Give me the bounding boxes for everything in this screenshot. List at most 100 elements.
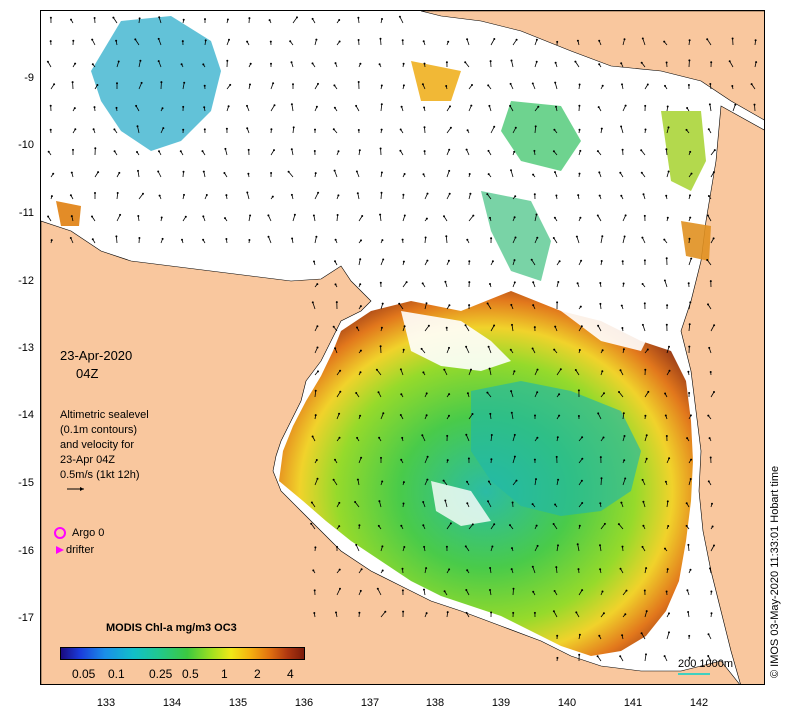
velocity-arrow-head <box>317 370 319 373</box>
velocity-arrow-head <box>398 302 401 305</box>
velocity-arrow-head <box>667 126 670 129</box>
velocity-arrow-head <box>555 566 558 569</box>
velocity-arrow-head <box>335 301 338 304</box>
velocity-arrow <box>644 391 649 398</box>
velocity-arrow-head <box>532 173 535 176</box>
velocity-arrow-head <box>427 324 430 327</box>
velocity-arrow <box>597 325 602 332</box>
velocity-arrow-head <box>332 325 335 328</box>
velocity-arrow-head <box>531 503 534 506</box>
velocity-arrow-head <box>444 499 447 502</box>
velocity-arrow-head <box>421 434 424 437</box>
velocity-arrow-head <box>488 104 491 107</box>
velocity-arrow-head <box>554 61 557 64</box>
velocity-arrow-head <box>401 567 404 570</box>
velocity-arrow-head <box>161 237 164 240</box>
velocity-arrow-head <box>399 414 402 416</box>
velocity-arrow-head <box>229 83 232 86</box>
velocity-arrow-head <box>468 304 471 307</box>
velocity-arrow-head <box>689 414 692 417</box>
velocity-arrow-head <box>448 169 451 172</box>
velocity-arrow-head <box>201 150 204 153</box>
velocity-arrow-head <box>552 237 555 239</box>
velocity-arrow-head <box>400 105 403 108</box>
velocity-arrow-head <box>382 258 385 261</box>
velocity-arrow-head <box>313 589 316 592</box>
velocity-arrow-head <box>377 391 380 394</box>
velocity-arrow <box>620 126 624 134</box>
velocity-arrow-head <box>402 610 405 613</box>
velocity-arrow <box>688 258 692 266</box>
velocity-arrow-head <box>465 611 468 614</box>
velocity-arrow <box>688 478 692 486</box>
velocity-arrow-head <box>620 501 623 504</box>
velocity-arrow-head <box>553 128 556 131</box>
velocity-arrow-head <box>624 477 627 480</box>
velocity-arrow-head <box>601 590 604 593</box>
velocity-arrow-head <box>644 128 647 131</box>
velocity-arrow-head <box>510 59 513 62</box>
velocity-arrow <box>622 236 625 244</box>
velocity-arrow-head <box>580 259 583 262</box>
velocity-arrow-head <box>509 524 511 527</box>
velocity-arrow-head <box>598 63 601 66</box>
velocity-arrow <box>640 149 646 156</box>
velocity-arrow-head <box>707 414 710 417</box>
velocity-arrow-head <box>471 84 473 86</box>
velocity-arrow-head <box>314 128 316 131</box>
velocity-arrow-head <box>267 235 270 238</box>
velocity-arrow-head <box>688 392 691 394</box>
velocity-arrow-head <box>710 612 713 615</box>
velocity-arrow-head <box>601 235 604 238</box>
velocity-arrow-head <box>663 655 666 658</box>
drifter-marker-icon <box>56 546 64 554</box>
velocity-arrow <box>288 171 294 178</box>
x-tick-label: 133 <box>96 697 116 709</box>
velocity-arrow <box>465 346 470 354</box>
velocity-arrow <box>510 390 514 398</box>
velocity-arrow-head <box>665 323 668 326</box>
velocity-arrow-head <box>644 104 647 107</box>
velocity-arrow-head <box>467 457 470 460</box>
velocity-arrow-head <box>158 16 161 19</box>
velocity-arrow-head <box>687 282 690 285</box>
velocity-arrow-head <box>490 434 493 436</box>
velocity-arrow-head <box>113 150 116 153</box>
velocity-arrow-head <box>490 611 493 614</box>
velocity-arrow <box>47 61 52 68</box>
velocity-arrow-head <box>667 170 670 173</box>
velocity-arrow-head <box>489 283 491 285</box>
velocity-arrow-head <box>139 59 142 62</box>
velocity-arrow-head <box>601 349 604 352</box>
velocity-arrow-head <box>334 62 337 65</box>
velocity-arrow-head <box>356 478 359 481</box>
velocity-arrow-head <box>118 171 121 174</box>
velocity-arrow-head <box>448 568 451 571</box>
velocity-arrow <box>553 523 558 530</box>
velocity-arrow-head <box>311 301 314 304</box>
velocity-arrow <box>291 104 294 112</box>
velocity-arrow-head <box>115 235 118 238</box>
velocity-arrow-head <box>465 433 468 436</box>
velocity-arrow <box>644 435 648 442</box>
velocity-arrow-head <box>532 590 535 593</box>
velocity-arrow-head <box>334 347 337 350</box>
velocity-arrow-head <box>533 326 536 329</box>
velocity-arrow-head <box>91 63 94 66</box>
velocity-arrow-head <box>423 62 426 65</box>
velocity-arrow <box>600 523 606 530</box>
velocity-arrow-head <box>379 37 382 40</box>
velocity-arrow-head <box>360 568 363 571</box>
velocity-arrow-head <box>557 478 560 481</box>
velocity-arrow-head <box>334 458 336 461</box>
velocity-arrow-head <box>707 303 709 306</box>
velocity-arrow-head <box>486 302 489 305</box>
velocity-arrow-head <box>355 170 358 173</box>
velocity-arrow-head <box>750 83 753 86</box>
velocity-arrow-head <box>620 62 623 65</box>
velocity-arrow-head <box>713 391 715 393</box>
velocity-arrow-head <box>666 216 669 219</box>
velocity-arrow-head <box>47 215 50 218</box>
velocity-arrow-head <box>577 194 580 197</box>
